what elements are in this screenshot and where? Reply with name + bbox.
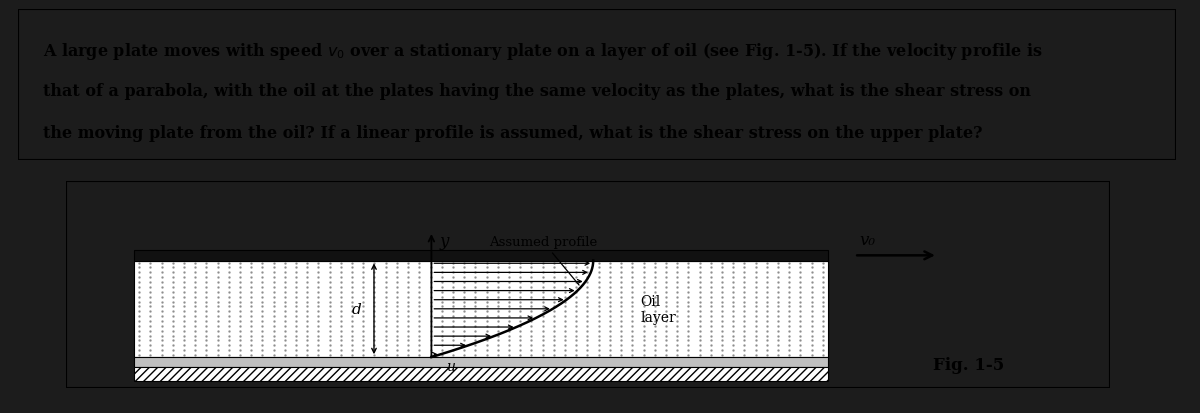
Text: d: d [352,302,361,316]
Text: Assumed profile: Assumed profile [488,235,598,285]
Text: the moving plate from the oil? If a linear profile is assumed, what is the shear: the moving plate from the oil? If a line… [43,125,983,142]
Text: Oil: Oil [641,294,660,309]
Text: u: u [445,359,455,373]
Bar [134,368,828,381]
Text: that of a parabola, with the oil at the plates having the same velocity as the p: that of a parabola, with the oil at the … [43,83,1032,100]
Text: layer: layer [641,311,676,325]
Text: y: y [439,232,449,249]
Bar [134,261,828,357]
Text: A large plate moves with speed $v_0$ over a stationary plate on a layer of oil (: A large plate moves with speed $v_0$ ove… [43,40,1043,62]
Text: Fig. 1-5: Fig. 1-5 [934,356,1004,373]
Bar [134,251,828,261]
Bar [66,182,1110,388]
Text: v₀: v₀ [859,231,876,248]
Bar [134,357,828,368]
